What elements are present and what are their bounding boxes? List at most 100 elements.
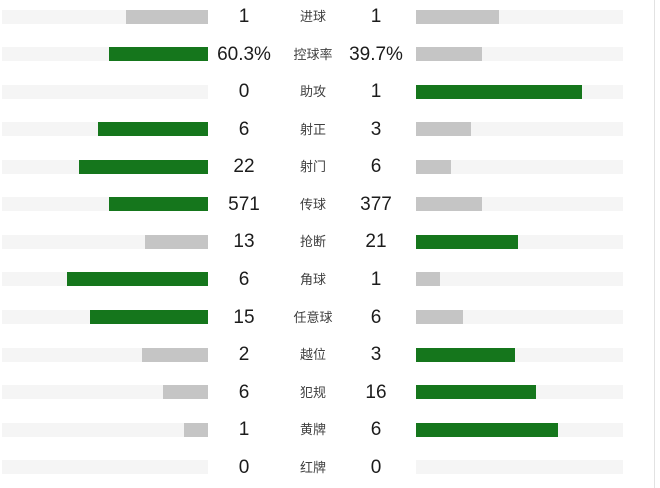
away-bar xyxy=(416,159,452,174)
home-value: 6 xyxy=(238,381,250,403)
away-value: 3 xyxy=(370,344,382,366)
home-value: 6 xyxy=(238,118,250,140)
stat-row: 15 任意球 6 xyxy=(0,298,623,336)
home-bar xyxy=(98,122,208,137)
away-bar xyxy=(416,272,440,287)
stat-label: 助攻 xyxy=(299,84,326,100)
away-bar-track xyxy=(416,460,623,475)
stat-label: 抢断 xyxy=(299,234,326,250)
away-value: 16 xyxy=(365,381,387,403)
home-bar-track xyxy=(2,197,208,212)
home-bar xyxy=(184,422,208,437)
away-bar-track xyxy=(416,9,623,24)
stat-row: 22 射门 6 xyxy=(0,148,623,186)
away-bar-track xyxy=(416,385,623,400)
home-value: 13 xyxy=(233,231,255,253)
home-bar-track xyxy=(2,272,208,287)
away-bar xyxy=(416,422,558,437)
home-value: 0 xyxy=(238,456,250,478)
home-bar-track xyxy=(2,122,208,137)
home-bar xyxy=(108,197,208,212)
stat-row: 6 犯规 16 xyxy=(0,373,623,411)
home-bar xyxy=(145,234,208,249)
stat-label: 红牌 xyxy=(299,459,326,475)
away-value: 6 xyxy=(370,156,382,178)
home-bar-track xyxy=(2,84,208,99)
stat-row: 0 助攻 1 xyxy=(0,73,623,111)
stat-row: 0 红牌 0 xyxy=(0,448,623,486)
home-bar xyxy=(125,9,208,24)
stat-row: 6 射正 3 xyxy=(0,111,623,149)
away-bar xyxy=(416,9,499,24)
away-bar xyxy=(416,310,464,325)
stat-row: 13 抢断 21 xyxy=(0,223,623,261)
away-bar xyxy=(416,47,482,62)
home-value: 571 xyxy=(228,193,260,215)
stat-label: 控球率 xyxy=(293,46,333,62)
away-value: 39.7% xyxy=(349,43,403,65)
home-bar xyxy=(66,272,208,287)
away-bar-track xyxy=(416,422,623,437)
home-bar-track xyxy=(2,347,208,362)
home-bar xyxy=(108,47,208,62)
home-value: 60.3% xyxy=(217,43,271,65)
away-bar-track xyxy=(416,234,623,249)
home-bar xyxy=(163,385,208,400)
away-bar xyxy=(416,122,472,137)
panel-right-border xyxy=(654,0,655,488)
stat-label: 射门 xyxy=(299,159,326,175)
stat-label: 角球 xyxy=(299,271,326,287)
home-value: 2 xyxy=(238,344,250,366)
home-bar xyxy=(90,310,208,325)
away-bar xyxy=(416,234,519,249)
away-value: 377 xyxy=(360,193,392,215)
away-bar xyxy=(416,197,482,212)
away-value: 6 xyxy=(370,419,382,441)
stat-row: 60.3% 控球率 39.7% xyxy=(0,36,623,74)
away-bar-track xyxy=(416,84,623,99)
away-value: 21 xyxy=(365,231,387,253)
home-bar-track xyxy=(2,9,208,24)
away-value: 3 xyxy=(370,118,382,140)
stat-label: 任意球 xyxy=(293,309,333,325)
home-value: 22 xyxy=(233,156,255,178)
stat-row: 2 越位 3 xyxy=(0,336,623,374)
home-bar-track xyxy=(2,422,208,437)
stat-row: 1 黄牌 6 xyxy=(0,411,623,449)
home-bar-track xyxy=(2,385,208,400)
stat-label: 进球 xyxy=(299,9,326,25)
home-value: 1 xyxy=(238,6,250,28)
stat-label: 传球 xyxy=(299,196,326,212)
away-bar xyxy=(416,84,582,99)
home-bar xyxy=(142,347,208,362)
home-bar-track xyxy=(2,310,208,325)
away-bar xyxy=(416,385,537,400)
away-value: 6 xyxy=(370,306,382,328)
stat-label: 黄牌 xyxy=(299,422,326,438)
home-bar-track xyxy=(2,159,208,174)
away-bar-track xyxy=(416,347,623,362)
home-value: 1 xyxy=(238,419,250,441)
home-bar-track xyxy=(2,234,208,249)
home-bar xyxy=(78,159,208,174)
away-value: 1 xyxy=(370,81,382,103)
home-bar-track xyxy=(2,47,208,62)
stat-label: 射正 xyxy=(299,121,326,137)
away-bar xyxy=(416,347,516,362)
stats-rows: 1 进球 1 60.3% 控球率 39.7% 0 助攻 1 xyxy=(0,0,623,486)
stat-row: 1 进球 1 xyxy=(0,0,623,36)
stat-label: 越位 xyxy=(299,347,326,363)
stat-row: 571 传球 377 xyxy=(0,186,623,224)
away-value: 1 xyxy=(370,6,382,28)
home-bar-track xyxy=(2,460,208,475)
away-value: 0 xyxy=(370,456,382,478)
away-bar-track xyxy=(416,122,623,137)
away-bar-track xyxy=(416,310,623,325)
home-value: 6 xyxy=(238,268,250,290)
away-value: 1 xyxy=(370,268,382,290)
away-bar-track xyxy=(416,272,623,287)
stat-label: 犯规 xyxy=(299,384,326,400)
away-bar-track xyxy=(416,159,623,174)
stat-row: 6 角球 1 xyxy=(0,261,623,299)
